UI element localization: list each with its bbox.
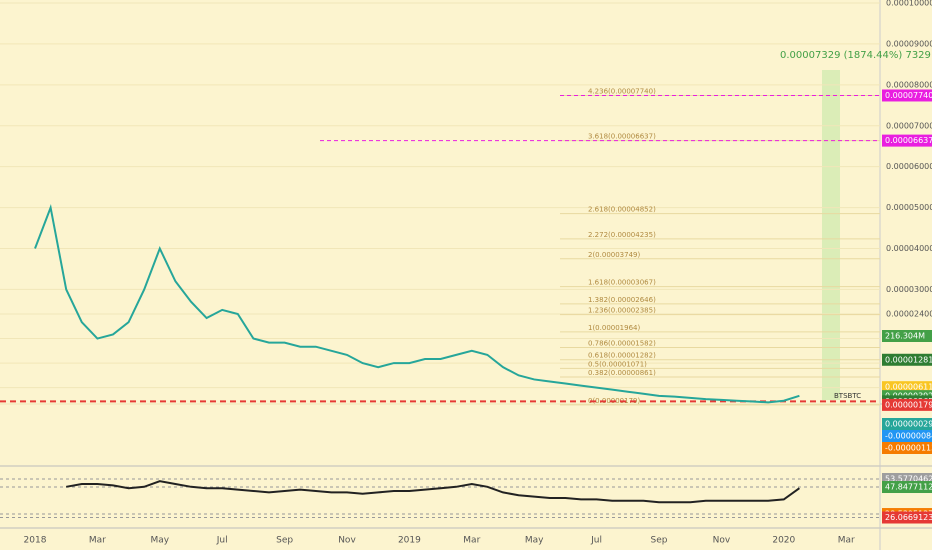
price-label: 0.00007740	[885, 91, 932, 100]
macd-label-box	[882, 442, 932, 454]
y-tick-label: 0.00004000	[886, 244, 932, 253]
fib-label: 4.236(0.00007740)	[588, 87, 656, 95]
x-tick-label: Sep	[651, 536, 668, 546]
osc-label: 53.57704620	[885, 474, 932, 483]
price-label: 0.00006637	[885, 136, 932, 145]
oscillator-line	[66, 480, 800, 504]
x-tick-label: May	[525, 536, 544, 546]
macd-label: -0.00000084	[885, 432, 932, 441]
fib-label: 2(0.00003749)	[588, 251, 640, 259]
series-name: BTSBTC	[834, 392, 861, 400]
price-label: 0.00000611	[885, 383, 932, 392]
volume-label: 216.304M	[885, 332, 925, 341]
x-tick-label: 2019	[398, 536, 421, 546]
fib-label: 0.786(0.00001582)	[588, 339, 656, 347]
macd-label-box	[882, 430, 932, 442]
fib-label: 1.618(0.00003067)	[588, 279, 656, 287]
osc-label: 26.06691230	[885, 513, 932, 522]
fib-label: 1.382(0.00002646)	[588, 296, 656, 304]
x-tick-label: Mar	[463, 536, 480, 546]
fib-label: 3.618(0.00006637)	[588, 133, 656, 141]
y-tick-label: 0.00009000	[886, 39, 932, 48]
macd-label: 0.00000029	[885, 420, 932, 429]
projection-box	[822, 70, 840, 400]
osc-label: 47.84771123	[885, 483, 932, 492]
y-tick-label: 0.00010000	[886, 0, 932, 8]
macd-label: -0.00000113	[885, 444, 932, 453]
price-label: 0.00001281	[885, 355, 932, 364]
x-tick-label: Sep	[276, 536, 293, 546]
fib-label: 1(0.00001964)	[588, 324, 640, 332]
fib-label: 1.236(0.00002385)	[588, 307, 656, 315]
macd-label-box	[882, 418, 932, 430]
x-tick-label: 2020	[772, 536, 795, 546]
osc-label-box	[882, 511, 932, 524]
osc-label-box	[882, 481, 932, 494]
fib-label: 2.272(0.00004235)	[588, 231, 656, 239]
fib-label: 0.382(0.00000861)	[588, 369, 656, 377]
fib-label: 0.618(0.00001282)	[588, 352, 656, 360]
volume-box	[882, 330, 932, 342]
fib-label: 0.5(0.00001071)	[588, 360, 647, 368]
price-label-box	[882, 89, 932, 102]
price-label: 0.00000179	[885, 400, 932, 409]
x-tick-label: May	[150, 536, 169, 546]
x-tick-label: Mar	[89, 536, 106, 546]
y-tick-label: 0.00005000	[886, 203, 932, 212]
x-tick-label: Jul	[590, 536, 602, 546]
x-tick-label: Nov	[338, 536, 356, 546]
price-label-box	[882, 398, 932, 411]
x-tick-label: 2018	[24, 536, 47, 546]
annotation: 0.00007329 (1874.44%) 7329	[780, 50, 931, 61]
fib-label: 2.618(0.00004852)	[588, 206, 656, 214]
price-label-box	[882, 134, 932, 147]
y-tick-label: 0.00006000	[886, 162, 932, 171]
y-tick-label: 0.00007000	[886, 121, 932, 130]
price-line	[34, 203, 800, 404]
x-tick-label: Jul	[216, 536, 228, 546]
y-tick-label: 0.00003000	[886, 285, 932, 294]
y-tick-label: 0.00008000	[886, 80, 932, 89]
x-tick-label: Mar	[838, 536, 855, 546]
x-tick-label: Nov	[713, 536, 731, 546]
y-tick-label: 0.00002400	[886, 309, 932, 318]
price-label-box	[882, 353, 932, 366]
